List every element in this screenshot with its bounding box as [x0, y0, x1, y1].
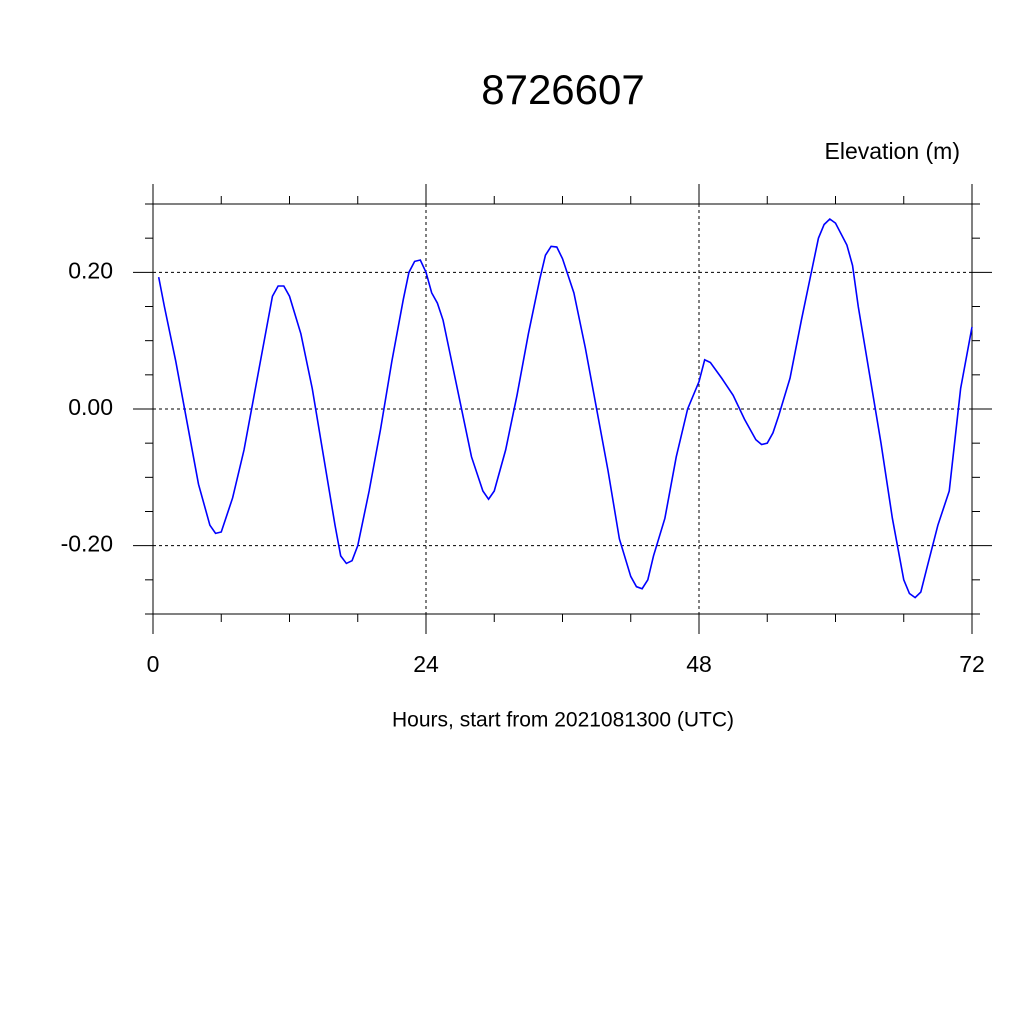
- y-tick-label: 0.00: [68, 394, 113, 420]
- y-tick-label: -0.20: [61, 531, 113, 557]
- chart-title: 8726607: [481, 66, 645, 113]
- x-tick-label: 72: [959, 651, 985, 677]
- x-tick-label: 24: [413, 651, 439, 677]
- plot-frame: [152, 203, 973, 615]
- x-axis-label: Hours, start from 2021081300 (UTC): [392, 709, 734, 732]
- x-tick-label: 48: [686, 651, 712, 677]
- y-tick-label: 0.20: [68, 257, 113, 283]
- y-axis-label: Elevation (m): [825, 138, 960, 164]
- x-tick-label: 0: [147, 651, 160, 677]
- data-line: [157, 217, 973, 599]
